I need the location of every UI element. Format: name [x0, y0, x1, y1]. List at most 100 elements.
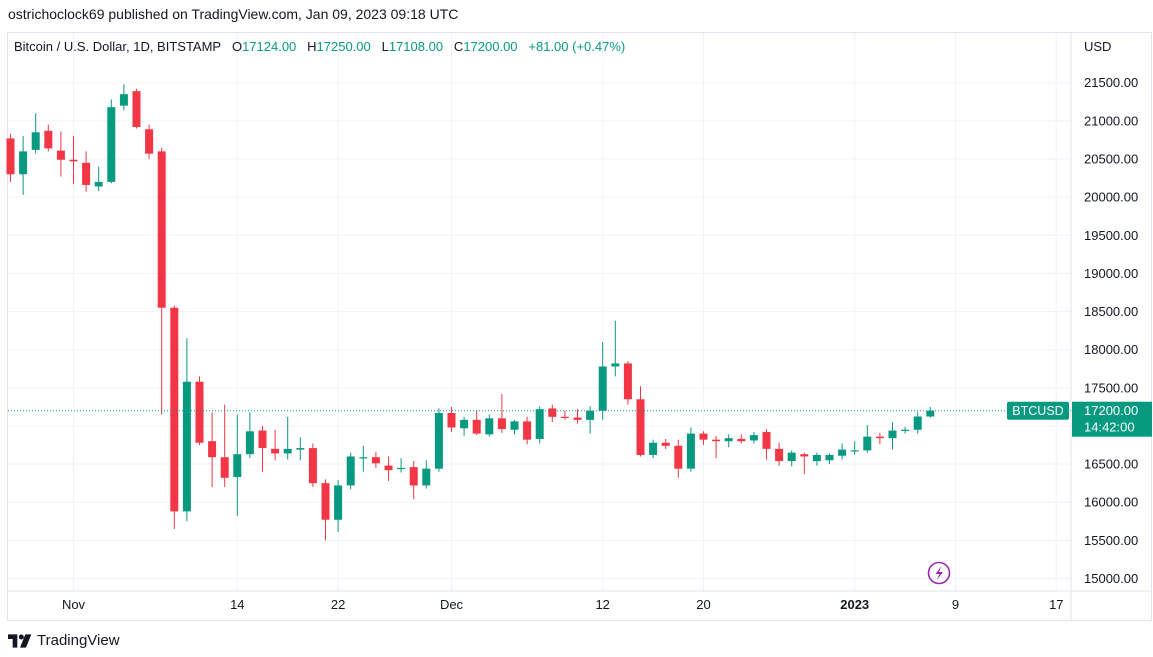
candle: [800, 452, 809, 475]
candle-body: [31, 132, 40, 150]
candle: [548, 404, 557, 423]
publish-line: ostrichoclock69 published on TradingView…: [8, 6, 459, 22]
close-label: C: [453, 39, 464, 54]
candle-body: [56, 150, 65, 160]
candle-body: [699, 433, 708, 440]
candle: [208, 412, 217, 487]
x-tick-label: Dec: [440, 597, 464, 612]
candle-body: [460, 419, 469, 429]
high-label: H: [307, 39, 317, 54]
open-value: 17124.00: [242, 39, 297, 54]
candle-body: [359, 457, 368, 459]
candle: [775, 442, 784, 466]
candle: [334, 480, 343, 532]
candle: [321, 479, 330, 541]
change-value: +81.00 (+0.47%): [528, 39, 626, 54]
candle: [699, 431, 708, 446]
candle-body: [888, 430, 897, 439]
candle-body: [321, 483, 330, 520]
candle: [447, 406, 456, 433]
candle-body: [434, 412, 443, 469]
candle: [674, 439, 683, 478]
candle-body: [913, 416, 922, 430]
candle-body: [19, 151, 28, 175]
candle: [460, 416, 469, 436]
candle-body: [661, 442, 670, 446]
candle-body: [586, 410, 595, 420]
candle-body: [6, 138, 15, 175]
symbol-tag-bg: [1007, 401, 1069, 420]
price-tag-value: 17200.00: [1084, 403, 1138, 418]
candle-body: [195, 381, 204, 443]
candle: [812, 452, 821, 466]
candle: [245, 412, 254, 458]
candle: [119, 84, 128, 111]
candle-body: [371, 457, 380, 464]
candle: [636, 386, 645, 457]
y-tick-label: 15000.00: [1084, 571, 1138, 586]
currency-label: USD: [1084, 39, 1111, 54]
candle: [838, 443, 847, 460]
y-tick-label: 18500.00: [1084, 304, 1138, 319]
y-tick-label: 15500.00: [1084, 533, 1138, 548]
candle-body: [69, 159, 78, 162]
x-tick-label: 20: [696, 597, 710, 612]
candle: [157, 147, 166, 415]
candle: [724, 434, 733, 448]
candle-body: [535, 409, 544, 439]
candle-body: [712, 439, 721, 442]
candle: [397, 457, 406, 473]
candle: [384, 456, 393, 481]
candle-body: [157, 151, 166, 308]
price-tag-bg: [1072, 401, 1152, 437]
candle-body: [258, 430, 267, 449]
candle-body: [749, 435, 758, 441]
candle-body: [812, 454, 821, 462]
candle-body: [346, 456, 355, 486]
candle-body: [170, 307, 179, 512]
candle: [497, 393, 506, 433]
lightning-icon[interactable]: [927, 561, 951, 585]
candle: [56, 131, 65, 177]
candle: [926, 406, 935, 418]
countdown-value: 14:42:00: [1084, 420, 1135, 435]
candle-body: [875, 436, 884, 439]
chart-frame: [7, 32, 1152, 621]
candle-body: [737, 438, 746, 442]
candle-body: [863, 436, 872, 451]
candle-body: [523, 421, 532, 440]
high-value: 17250.00: [316, 39, 371, 54]
ohlc-legend: Bitcoin / U.S. Dollar, 1D, BITSTAMP O171…: [14, 39, 625, 54]
candle-body: [308, 448, 317, 484]
candle-body: [573, 417, 582, 420]
price-tag: BTCUSD 17200.00 14:42:00: [1007, 401, 1152, 437]
candle: [712, 435, 721, 458]
close-value: 17200.00: [463, 39, 518, 54]
candle: [535, 406, 544, 444]
brand-label: TradingView: [37, 632, 120, 649]
candle-body: [762, 432, 771, 449]
candle-body: [472, 419, 481, 434]
candle-body: [94, 181, 103, 187]
x-tick-label: 9: [952, 597, 959, 612]
candle: [762, 429, 771, 460]
candle-body: [208, 441, 217, 458]
y-axis: 15000.0015500.0016000.0016500.0017000.00…: [1084, 39, 1138, 586]
low-label: L: [381, 39, 389, 54]
candle: [434, 408, 443, 472]
candle: [82, 151, 91, 192]
candle-body: [850, 450, 859, 452]
candle: [850, 441, 859, 455]
candle-body: [145, 129, 154, 154]
candle: [422, 460, 431, 489]
tradingview-brand[interactable]: TradingView: [8, 632, 120, 649]
candle: [220, 404, 229, 487]
y-tick-label: 18000.00: [1084, 342, 1138, 357]
candle-body: [510, 421, 519, 430]
candle-body: [598, 366, 607, 411]
candle: [623, 361, 632, 405]
candle-body: [775, 448, 784, 462]
candle: [560, 410, 569, 420]
candle-body: [397, 467, 406, 470]
